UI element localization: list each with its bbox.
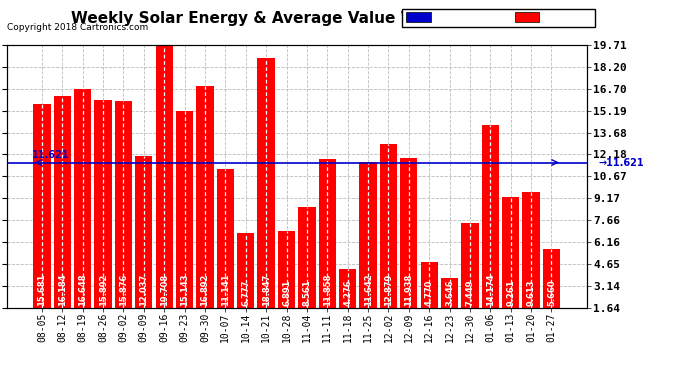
- Text: 15.876: 15.876: [119, 274, 128, 306]
- Bar: [115, 101, 132, 308]
- Text: 5.660: 5.660: [547, 279, 556, 306]
- Bar: [441, 278, 458, 308]
- Bar: [176, 111, 193, 308]
- Text: 7.449: 7.449: [466, 279, 475, 306]
- Text: Weekly Solar Energy & Average Value Wed Jan 31 17:02: Weekly Solar Energy & Average Value Wed …: [70, 11, 551, 26]
- Text: 12.037: 12.037: [139, 274, 148, 306]
- Bar: [95, 100, 112, 308]
- Bar: [217, 170, 234, 308]
- Text: 11.642: 11.642: [364, 273, 373, 306]
- Bar: [33, 104, 50, 308]
- Bar: [298, 207, 315, 308]
- Bar: [482, 125, 499, 308]
- Text: 16.184: 16.184: [58, 273, 67, 306]
- Text: Copyright 2018 Cartronics.com: Copyright 2018 Cartronics.com: [7, 23, 148, 32]
- Text: 15.892: 15.892: [99, 274, 108, 306]
- Text: 9.613: 9.613: [526, 279, 535, 306]
- Text: 12.879: 12.879: [384, 274, 393, 306]
- Text: 11.858: 11.858: [323, 274, 332, 306]
- Text: 6.777: 6.777: [241, 280, 250, 306]
- Bar: [359, 162, 377, 308]
- Text: 11.621: 11.621: [32, 150, 70, 160]
- Bar: [400, 158, 417, 308]
- Text: 18.847: 18.847: [262, 274, 270, 306]
- Text: 15.143: 15.143: [180, 273, 189, 306]
- Text: 6.891: 6.891: [282, 279, 291, 306]
- Bar: [462, 223, 479, 308]
- Text: 11.938: 11.938: [404, 274, 413, 306]
- Bar: [543, 249, 560, 308]
- Text: 15.681: 15.681: [37, 273, 46, 306]
- Bar: [257, 57, 275, 308]
- Text: 14.174: 14.174: [486, 273, 495, 306]
- Bar: [319, 159, 336, 308]
- Text: 19.708: 19.708: [159, 274, 169, 306]
- Text: →11.621: →11.621: [598, 158, 644, 168]
- Text: 3.646: 3.646: [445, 279, 454, 306]
- Text: 11.141: 11.141: [221, 273, 230, 306]
- Text: 4.276: 4.276: [343, 279, 352, 306]
- Bar: [135, 156, 152, 308]
- Bar: [155, 45, 173, 308]
- Bar: [420, 262, 438, 308]
- Bar: [54, 96, 71, 308]
- Text: 16.892: 16.892: [201, 274, 210, 306]
- Bar: [522, 192, 540, 308]
- Bar: [339, 269, 356, 308]
- Bar: [197, 86, 214, 308]
- Bar: [502, 197, 520, 308]
- Text: 16.648: 16.648: [78, 273, 87, 306]
- Text: 8.561: 8.561: [302, 279, 311, 306]
- Bar: [278, 231, 295, 308]
- Text: 9.261: 9.261: [506, 279, 515, 306]
- Legend: Average ($), Daily  ($): Average ($), Daily ($): [402, 9, 595, 27]
- Text: 4.770: 4.770: [424, 280, 434, 306]
- Bar: [74, 90, 91, 308]
- Bar: [380, 144, 397, 308]
- Bar: [237, 233, 255, 308]
